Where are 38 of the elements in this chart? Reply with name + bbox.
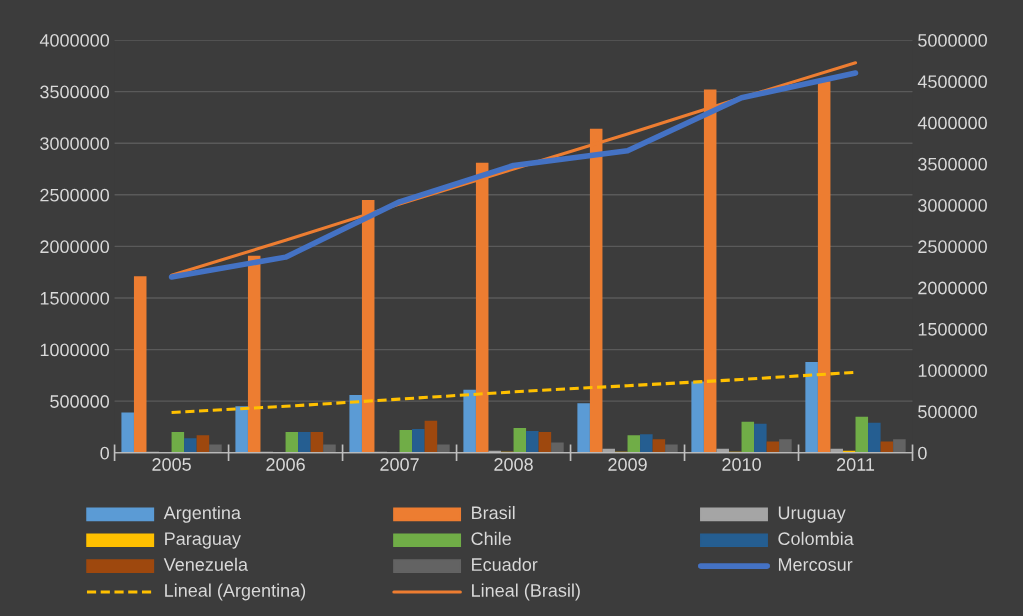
y2-tick-label: 2500000 [918,240,987,254]
x-tick-label: 2005 [152,458,191,471]
legend-label: Paraguay [165,532,241,549]
y-tick-label: 0 [100,446,110,460]
legend-label: Uruguay [778,506,846,523]
y2-tick-label: 2000000 [918,281,987,295]
legend-label: Mercosur [778,558,853,571]
y-tick-label: 1500000 [40,291,110,305]
x-tick-label: 2011 [837,458,875,471]
y-tick-label: 1000000 [40,343,110,357]
legend-label: Colombia [778,531,854,546]
y-tick-label: 500000 [50,395,110,408]
x-tick-label: 2010 [722,458,761,471]
legend-label: Lineal (Brasil) [472,583,580,601]
legend-label: Ecuador [472,557,538,571]
y2-tick-label: 4000000 [917,116,987,130]
x-tick-label: 2007 [380,458,419,471]
legend-label: Brasil [472,505,515,520]
x-tick-label: 2008 [494,458,533,471]
y2-tick-label: 1500000 [918,322,987,336]
y2-tick-label: 1000000 [918,364,987,377]
x-tick-label: 2009 [608,458,647,471]
y2-tick-label: 3500000 [918,157,987,171]
legend-label: Chile [471,531,511,546]
y-tick-label: 3500000 [40,85,110,99]
y-tick-label: 3000000 [40,137,110,150]
y2-tick-label: 0 [918,446,927,460]
y2-tick-label: 500000 [918,405,977,419]
legend-label: Venezuela [163,557,249,571]
y2-tick-label: 4500000 [917,75,987,89]
y2-tick-label: 5000000 [918,33,987,47]
y2-tick-label: 3000000 [918,199,987,212]
legend-label: Argentina [163,505,241,523]
y-tick-label: 2000000 [40,240,110,254]
y-tick-label: 2500000 [40,188,110,202]
x-tick-label: 2006 [266,458,305,471]
y-tick-label: 4000000 [39,33,110,47]
legend-label: Lineal (Argentina) [165,583,306,601]
